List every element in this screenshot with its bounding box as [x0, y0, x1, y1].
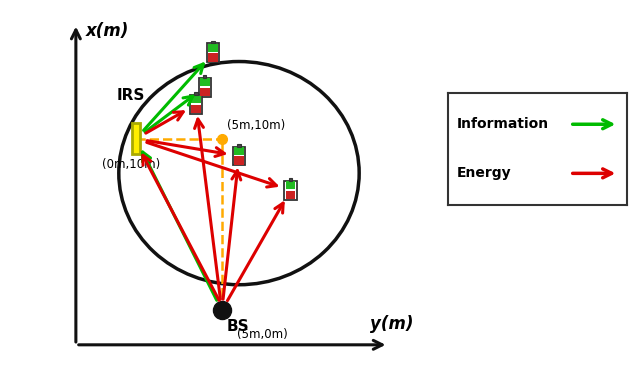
- Bar: [200, 88, 210, 96]
- Bar: [237, 144, 241, 147]
- Text: (0m,10m): (0m,10m): [102, 158, 160, 171]
- Text: (5m,0m): (5m,0m): [237, 328, 288, 341]
- Bar: [211, 41, 215, 44]
- Text: Information: Information: [457, 117, 549, 131]
- Bar: [200, 78, 210, 86]
- Text: y(m): y(m): [370, 315, 413, 333]
- Bar: [190, 95, 202, 114]
- Bar: [233, 147, 245, 166]
- Bar: [203, 75, 207, 78]
- Bar: [207, 44, 220, 62]
- Bar: [285, 191, 296, 199]
- Bar: [191, 105, 201, 113]
- Bar: [198, 78, 211, 97]
- Bar: [208, 44, 218, 52]
- Text: Energy: Energy: [457, 166, 511, 180]
- Text: BS: BS: [227, 319, 250, 334]
- Bar: [132, 124, 140, 154]
- Text: IRS: IRS: [116, 88, 145, 103]
- Bar: [285, 181, 296, 200]
- Bar: [195, 92, 198, 95]
- Bar: [234, 156, 244, 165]
- Bar: [191, 96, 201, 103]
- Bar: [289, 178, 292, 181]
- Bar: [208, 53, 218, 62]
- Bar: [285, 182, 296, 189]
- Text: x(m): x(m): [86, 22, 129, 40]
- Text: (5m,10m): (5m,10m): [227, 119, 285, 132]
- Bar: [234, 147, 244, 155]
